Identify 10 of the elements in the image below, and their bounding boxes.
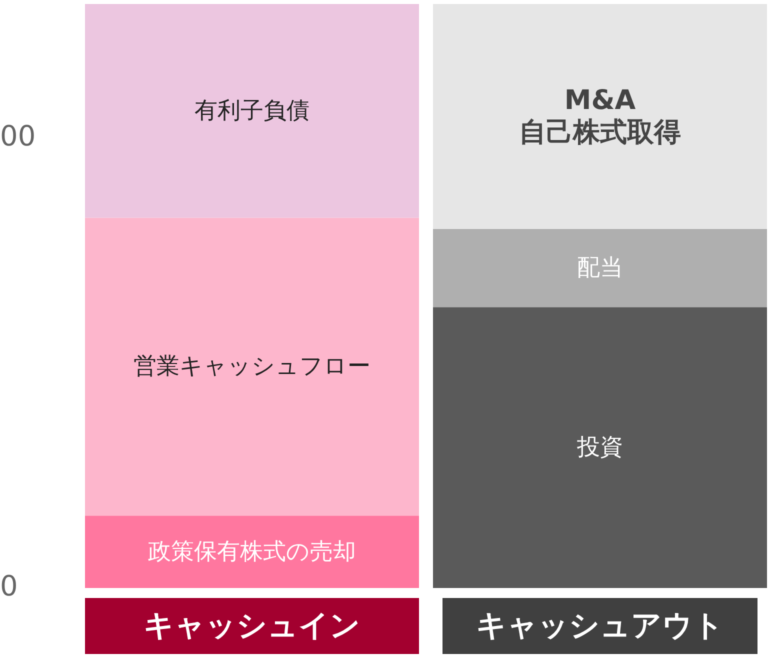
series-label: M&A 自己株式取得 bbox=[519, 84, 681, 148]
series-label: 営業キャッシュフロー bbox=[134, 354, 370, 380]
series-label: 有利子負債 bbox=[194, 98, 310, 124]
series-label: 配当 bbox=[577, 254, 623, 281]
series-label: 投資 bbox=[576, 434, 623, 461]
text: 00 bbox=[0, 120, 36, 152]
text: 0 bbox=[0, 570, 18, 602]
x-tick-label: キャッシュイン bbox=[144, 608, 360, 644]
series-label: 政策保有株式の売却 bbox=[148, 538, 356, 565]
x-tick-label: キャッシュアウト bbox=[476, 608, 724, 644]
